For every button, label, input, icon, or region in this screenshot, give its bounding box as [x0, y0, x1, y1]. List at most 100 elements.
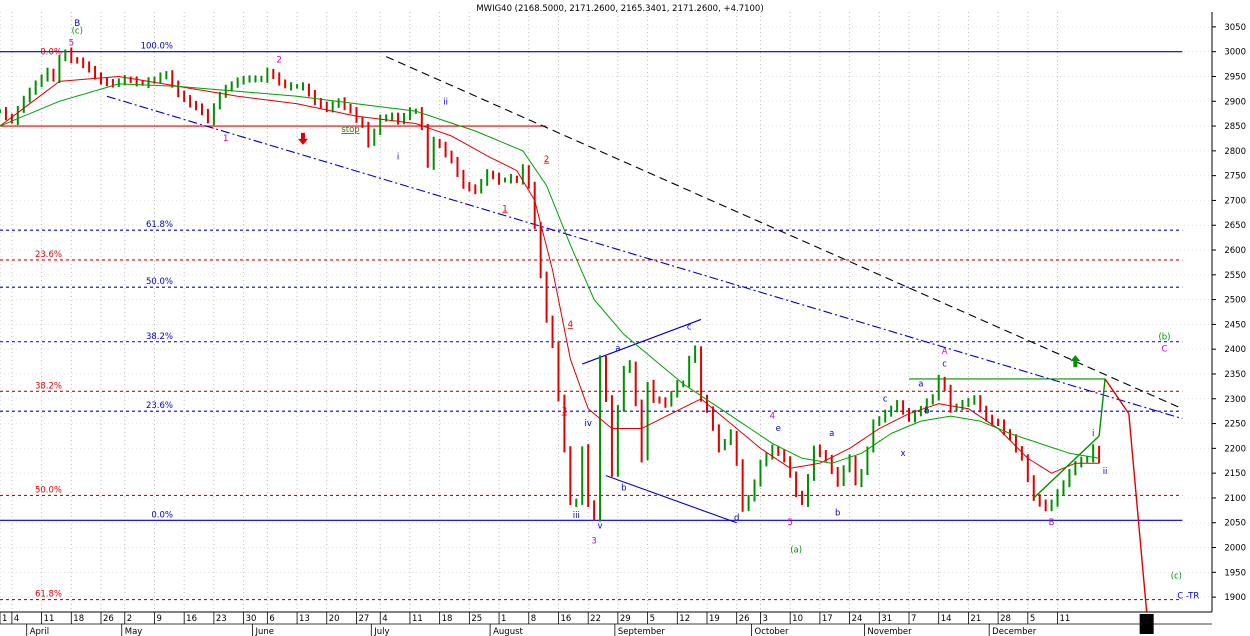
fibonacci-levels: 100.0%61.8%23.6%50.0%38.2%38.2%23.6%50.0… — [0, 42, 1183, 601]
x-axis: 1 4 11 18 26 2 9 16 23 30 6 13 20 27 4 11 18 25 1 8 16 22 29 5 1… — [0, 611, 1212, 636]
fib-level-label: 38.2% — [146, 332, 173, 342]
x-tick-label: 26 — [103, 614, 114, 624]
month-label: October — [755, 627, 790, 636]
x-tick-label: 4 — [14, 614, 19, 624]
x-tick-label: 22 — [590, 614, 601, 624]
y-tick-label: 2300 — [1224, 395, 1246, 405]
wave-label: c — [883, 394, 888, 404]
y-tick-label: 2350 — [1224, 370, 1246, 380]
x-tick-label: 31 — [881, 614, 892, 624]
y-tick-label: 3050 — [1224, 23, 1246, 33]
arrow-down-icon — [298, 132, 308, 145]
month-label: June — [254, 627, 274, 636]
wave-label: stop — [341, 125, 359, 135]
wave-label: c — [942, 360, 947, 370]
y-tick-label: 1900 — [1224, 593, 1246, 603]
wave-label: 4 — [568, 320, 573, 330]
wave-label: x — [901, 449, 906, 459]
x-tick-label: 16 — [186, 614, 197, 624]
month-label: September — [618, 627, 665, 636]
y-tick-label: 2650 — [1224, 221, 1246, 231]
month-label: July — [373, 627, 389, 636]
month-label: November — [867, 627, 912, 636]
wave-label: b — [621, 484, 626, 494]
wave-label: 5 — [787, 518, 792, 528]
y-tick-label: 2600 — [1224, 246, 1246, 256]
wave-label: (c) — [1171, 571, 1182, 581]
x-tick-label: 18 — [73, 614, 84, 624]
wave-label: C -TR — [1177, 592, 1199, 602]
wave-label: i — [1092, 429, 1094, 439]
x-tick-label: 1 — [501, 614, 506, 624]
y-tick-label: 2100 — [1224, 494, 1246, 504]
x-tick-label: 18 — [442, 614, 453, 624]
trend-lines — [106, 56, 1183, 524]
y-tick-label: 2200 — [1224, 444, 1246, 454]
wave-label: a — [829, 429, 834, 439]
x-tick-label: 11 — [1060, 614, 1071, 624]
x-tick-label: 13 — [299, 614, 310, 624]
price-series — [0, 47, 1101, 522]
y-tick-label: 2950 — [1224, 72, 1246, 82]
y-tick-label: 2150 — [1224, 469, 1246, 479]
x-tick-label: 6 — [269, 614, 274, 624]
x-tick-label: 27 — [358, 614, 369, 624]
y-tick-label: 2550 — [1224, 271, 1246, 281]
month-label: August — [493, 627, 523, 636]
wave-label: (b) — [1158, 332, 1170, 342]
projection-segment — [1104, 378, 1130, 415]
wave-label: e — [776, 424, 781, 434]
x-tick-label: 19 — [709, 614, 720, 624]
fib-level-label: 0.0% — [40, 48, 62, 58]
x-tick-label: 21 — [970, 614, 981, 624]
fib-level-label: 23.6% — [35, 250, 62, 260]
x-tick-label: 23 — [216, 614, 227, 624]
x-tick-label: 4 — [382, 614, 387, 624]
x-tick-label: 24 — [852, 614, 863, 624]
wave-label: (c) — [72, 26, 83, 36]
x-tick-label: 9 — [156, 614, 161, 624]
y-tick-label: 2800 — [1224, 147, 1246, 157]
x-tick-label: 25 — [471, 614, 482, 624]
x-tick-label: 28 — [1000, 614, 1011, 624]
y-tick-label: 2500 — [1224, 296, 1246, 306]
moving-average-long-line — [0, 83, 1100, 464]
y-tick-label: 2050 — [1224, 519, 1246, 529]
x-tick-label: 30 — [246, 614, 257, 624]
x-tick-label: 26 — [739, 614, 750, 624]
wave-label: 1 — [502, 204, 507, 214]
fib-level-label: 50.0% — [146, 277, 173, 287]
fib-level-label: 23.6% — [146, 401, 173, 411]
y-tick-label: 2750 — [1224, 172, 1246, 182]
trend-line — [582, 318, 702, 365]
y-tick-label: 3000 — [1224, 48, 1246, 58]
wave-label: a — [918, 379, 923, 389]
y-tick-label: 1950 — [1224, 568, 1246, 578]
wave-label: c — [687, 322, 692, 332]
x-tick-label: 16 — [560, 614, 571, 624]
wave-label: i — [397, 152, 399, 162]
x-tick-label: 20 — [329, 614, 340, 624]
wave-label: v — [598, 522, 603, 532]
y-tick-label: 2700 — [1224, 196, 1246, 206]
wave-label: B — [1049, 518, 1055, 528]
trend-line — [605, 475, 737, 524]
projection-segment — [1098, 378, 1106, 437]
chart-title: MWIG40 (2168.5000, 2171.2600, 2165.3401,… — [476, 4, 763, 14]
wave-label: 2 — [544, 155, 549, 165]
x-tick-label: 29 — [620, 614, 631, 624]
x-tick-label: 11 — [412, 614, 423, 624]
wave-label: a — [615, 344, 620, 354]
wave-label: B — [74, 19, 80, 29]
month-label: May — [125, 627, 143, 636]
fib-level-label: 61.8% — [35, 590, 62, 600]
x-tick-label: 7 — [911, 614, 916, 624]
x-tick-label: 5 — [650, 614, 655, 624]
projection-segment — [1128, 413, 1148, 613]
projection-segment — [1033, 435, 1100, 499]
wave-label: C — [1162, 345, 1168, 355]
wave-label: ii — [443, 98, 448, 108]
x-tick-label: 2 — [127, 614, 132, 624]
